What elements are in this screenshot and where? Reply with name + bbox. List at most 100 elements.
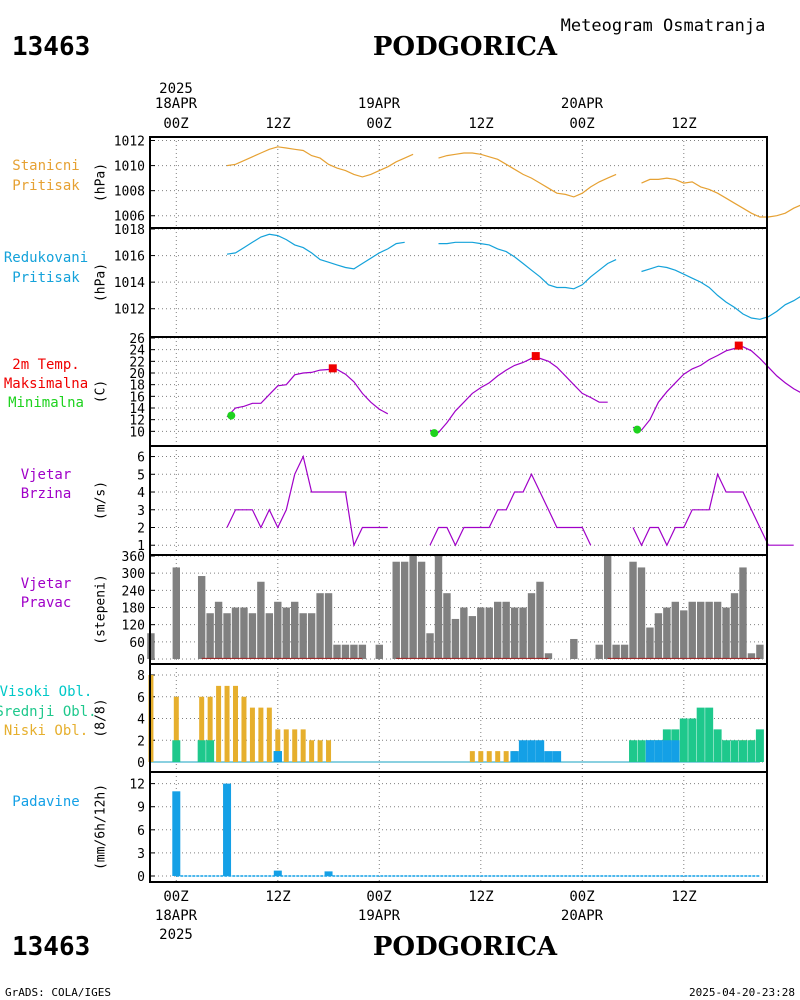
station-pressure-line-0 xyxy=(226,146,414,178)
cloud-mid-bar-13 xyxy=(705,707,714,762)
wind_direction-tick-label-4: 120 xyxy=(122,619,145,634)
reduced_pressure-tick-label-1: 1016 xyxy=(114,250,145,265)
wind-speed-line-0 xyxy=(226,454,388,548)
wind_speed-unit-label: (m/s) xyxy=(94,481,109,520)
direction-bar-28 xyxy=(434,556,443,659)
cloud-low-bar-6 xyxy=(233,685,239,762)
temperature-tick-label-4: 18 xyxy=(129,379,145,394)
temperature-label-line-2: Minimalna xyxy=(8,395,84,411)
temperature-tick-label-3: 20 xyxy=(129,367,145,382)
top-axis: 2025 18APR 19APR 20APR 00Z 12Z 00Z 12Z 0… xyxy=(155,81,697,132)
station-id: 13463 xyxy=(12,32,90,62)
temperature-line-0 xyxy=(226,368,389,418)
cloud-low-bar-5 xyxy=(224,685,230,762)
bottom-year: 2025 xyxy=(159,927,193,943)
temperature-background xyxy=(150,337,767,446)
wind-speed-line-1 xyxy=(429,472,592,547)
station-pressure-line-2 xyxy=(641,177,800,218)
wind_direction-tick-label-5: 60 xyxy=(129,636,145,651)
cloud-mid-bar-1 xyxy=(197,740,206,762)
reduced-pressure-line-0 xyxy=(226,233,405,270)
wind_direction-tick-label-6: 0 xyxy=(137,653,145,668)
precip-tick-label-0: 12 xyxy=(129,778,145,793)
wind_direction-label-line-1: Pravac xyxy=(21,595,72,611)
bottom-axis: 00Z 12Z 00Z 12Z 00Z 12Z 18APR 19APR 20AP… xyxy=(155,889,697,943)
cloud-low-bar-11 xyxy=(275,729,281,762)
direction-bar-61 xyxy=(747,653,756,659)
cloud-low-bar-18 xyxy=(469,751,475,762)
wind_speed-panel: 6 5 4 3 2 1 (m/s) xyxy=(94,445,794,556)
station_pressure-tick-label-0: 1012 xyxy=(114,135,145,150)
direction-bar-20 xyxy=(350,644,358,659)
wind_speed-background xyxy=(150,446,767,555)
bottom-hour-0: 00Z xyxy=(163,889,188,905)
temperature-line-1 xyxy=(429,357,608,434)
cloud-mid-bar-19 xyxy=(755,729,764,762)
temperature-label-line-0: 2m Temp. xyxy=(12,357,79,373)
cloud-high-bar-4 xyxy=(535,740,545,762)
station-pressure-line-1 xyxy=(438,152,617,198)
clouds-label-line-2: Niski Obl. xyxy=(4,723,88,739)
top-hour-2: 00Z xyxy=(366,116,391,132)
direction-bar-29 xyxy=(443,593,451,659)
tmax-marker-2 xyxy=(734,341,743,350)
direction-bar-25 xyxy=(409,556,417,659)
temperature-tick-label-1: 24 xyxy=(129,344,145,359)
top-hour-3: 12Z xyxy=(468,116,493,132)
cloud-low-bar-2 xyxy=(199,696,205,762)
tmin-marker-0 xyxy=(227,411,236,420)
direction-bar-10 xyxy=(265,613,274,659)
direction-bar-5 xyxy=(223,613,231,659)
direction-bar-52 xyxy=(671,601,680,659)
cloud-low-bar-19 xyxy=(478,751,484,762)
direction-bar-50 xyxy=(654,613,663,659)
temperature-tick-label-7: 12 xyxy=(129,414,145,429)
wind_direction-tick-label-2: 240 xyxy=(122,584,145,599)
reduced_pressure-unit-label: (hPa) xyxy=(94,263,109,302)
bottom-date-0: 18APR xyxy=(155,908,198,924)
temperature-line-2 xyxy=(632,346,800,431)
bottom-date-2: 20APR xyxy=(561,908,604,924)
cloud-low-bar-7 xyxy=(241,696,247,762)
tmax-marker-0 xyxy=(328,364,337,373)
top-hour-4: 00Z xyxy=(569,116,594,132)
direction-bar-62 xyxy=(756,644,764,659)
cloud-low-bar-12 xyxy=(283,729,289,762)
direction-bar-31 xyxy=(460,607,468,659)
wind_direction-label-line-0: Vjetar xyxy=(21,576,72,592)
top-date-1: 19APR xyxy=(358,96,401,112)
bottom-hour-1: 12Z xyxy=(265,889,290,905)
cloud-high-bar-9 xyxy=(662,740,672,762)
cloud-high-bar-10 xyxy=(671,740,680,762)
bottom-hour-4: 00Z xyxy=(569,889,594,905)
chart-subtitle: Meteogram Osmatranja xyxy=(561,16,766,36)
wind_direction-panel: 360 300 240 180 120 60 0 (stepeni) xyxy=(94,550,768,668)
station_pressure-tick-label-1: 1010 xyxy=(114,160,145,175)
footer-station-name: PODGORICA xyxy=(373,932,558,962)
cloud-high-bar-6 xyxy=(552,751,562,762)
temperature-label-line-1: Maksimalna xyxy=(4,376,88,392)
cloud-mid-bar-10 xyxy=(679,718,688,762)
direction-bar-53 xyxy=(680,610,688,659)
bottom-hour-3: 12Z xyxy=(468,889,493,905)
direction-bar-54 xyxy=(688,601,696,659)
cloud-high-bar-0 xyxy=(273,751,282,762)
cloud-low-bar-9 xyxy=(258,707,264,762)
cloud-low-bar-8 xyxy=(249,707,255,762)
cloud-low-bar-10 xyxy=(266,707,272,762)
direction-bar-58 xyxy=(722,607,730,659)
precip-tick-label-2: 6 xyxy=(137,824,145,839)
cloud-low-bar-3 xyxy=(207,696,213,762)
station_pressure-unit-label: (hPa) xyxy=(94,163,109,202)
direction-bar-6 xyxy=(231,607,240,659)
temperature-tick-label-0: 26 xyxy=(129,332,145,347)
direction-bar-21 xyxy=(358,644,367,659)
reduced_pressure-tick-label-0: 1018 xyxy=(114,223,145,238)
clouds-tick-label-1: 6 xyxy=(137,691,145,706)
cloud-mid-bar-15 xyxy=(722,740,731,762)
cloud-mid-bar-4 xyxy=(629,740,638,762)
cloud-mid-bar-18 xyxy=(747,740,756,762)
cloud-high-bar-2 xyxy=(518,740,528,762)
footer-station-id: 13463 xyxy=(12,932,90,962)
